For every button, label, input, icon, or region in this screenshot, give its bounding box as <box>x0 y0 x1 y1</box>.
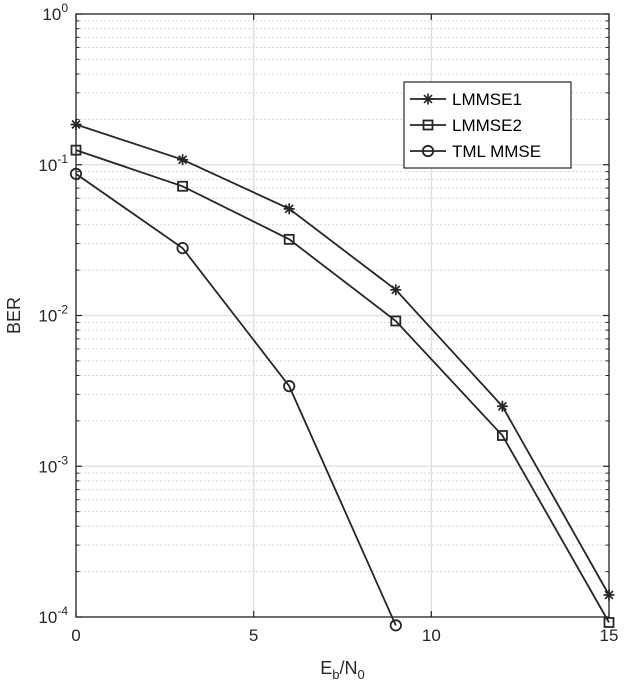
legend-label: TML MMSE <box>452 142 541 161</box>
y-tick-label: 10-4 <box>38 604 68 627</box>
series-tml-mmse <box>69 167 402 632</box>
legend-label: LMMSE2 <box>452 116 522 135</box>
x-tick-label: 0 <box>71 626 80 645</box>
square-marker <box>177 180 189 192</box>
legend-item: TML MMSE <box>410 142 541 161</box>
square-marker <box>422 119 434 131</box>
y-tick-label: 100 <box>42 1 68 24</box>
circle-marker <box>176 241 189 255</box>
x-tick-label: 5 <box>249 626 258 645</box>
circle-marker <box>283 380 296 393</box>
legend: LMMSE1 LMMSE2 TML MMSE <box>403 81 572 169</box>
square-marker <box>70 144 82 156</box>
circle-marker <box>389 619 402 632</box>
asterisk-marker <box>177 154 189 166</box>
axis-ticks: 0 5 10 15 10-4 10-3 10-2 10-1 100 <box>38 1 618 645</box>
legend-item: LMMSE1 <box>410 90 522 109</box>
square-marker <box>390 315 402 327</box>
asterisk-marker <box>390 284 402 296</box>
square-marker <box>496 430 508 441</box>
legend-label: LMMSE1 <box>452 90 522 109</box>
x-tick-label: 15 <box>600 626 619 645</box>
square-marker <box>603 617 615 628</box>
legend-item: LMMSE2 <box>410 116 522 135</box>
series-line <box>75 149 610 623</box>
series-line <box>75 123 610 596</box>
y-tick-label: 10-2 <box>38 303 68 326</box>
y-tick-label: 10-3 <box>38 453 68 476</box>
y-axis-label: BER <box>4 297 24 334</box>
asterisk-marker <box>70 118 82 130</box>
series-lines <box>69 118 615 632</box>
circle-marker <box>421 144 435 158</box>
series-lmmse1 <box>70 118 615 601</box>
square-marker <box>283 233 295 245</box>
y-tick-label: 10-1 <box>38 152 68 175</box>
grid <box>75 13 610 618</box>
series-lmmse2 <box>70 144 615 628</box>
x-axis-label: Eb/N0 <box>320 658 365 682</box>
asterisk-marker <box>496 400 508 412</box>
asterisk-marker <box>603 589 615 601</box>
x-tick-label: 10 <box>422 626 441 645</box>
asterisk-marker <box>283 203 295 215</box>
asterisk-marker <box>422 93 434 105</box>
series-line <box>75 173 397 626</box>
circle-marker <box>69 167 83 180</box>
